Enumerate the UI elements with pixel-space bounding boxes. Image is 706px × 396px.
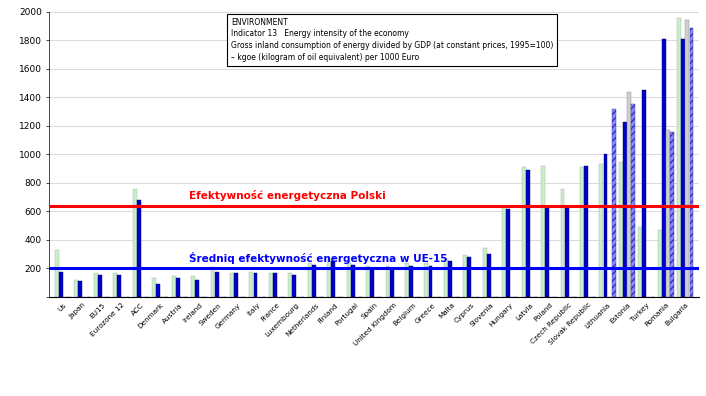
Bar xyxy=(191,276,195,297)
Bar xyxy=(351,265,354,297)
Bar xyxy=(215,272,219,297)
Bar xyxy=(230,273,234,297)
Bar xyxy=(502,206,506,297)
Bar xyxy=(366,267,370,297)
Bar xyxy=(312,265,316,297)
Bar xyxy=(463,255,467,297)
Bar xyxy=(133,188,137,297)
Bar xyxy=(152,278,156,297)
Bar xyxy=(249,272,253,297)
Bar xyxy=(631,104,635,297)
Bar xyxy=(405,263,409,297)
Bar xyxy=(288,274,292,297)
Bar xyxy=(541,166,545,297)
Bar xyxy=(642,90,646,297)
Bar xyxy=(584,166,588,297)
Bar xyxy=(522,167,525,297)
Bar xyxy=(545,206,549,297)
Bar xyxy=(390,268,393,297)
Text: Średniq efektywność energetyczna w UE-15: Średniq efektywność energetyczna w UE-15 xyxy=(189,252,448,264)
Bar xyxy=(444,259,448,297)
Bar xyxy=(156,284,160,297)
Bar xyxy=(74,280,78,297)
Bar xyxy=(561,189,565,297)
Bar xyxy=(113,273,117,297)
Bar xyxy=(137,200,140,297)
Bar xyxy=(623,122,627,297)
Bar xyxy=(176,278,179,297)
Bar xyxy=(580,167,584,297)
Bar xyxy=(331,261,335,297)
Bar xyxy=(172,276,176,297)
Bar xyxy=(638,227,642,297)
Bar xyxy=(98,275,102,297)
Text: ENVIRONMENT
Indicator 13   Energy intensity of the economy
Gross inland consumpt: ENVIRONMENT Indicator 13 Energy intensit… xyxy=(232,17,554,62)
Bar xyxy=(677,17,681,297)
Bar xyxy=(467,257,472,297)
Bar xyxy=(670,131,674,297)
Bar xyxy=(604,154,607,297)
Bar xyxy=(666,130,670,297)
Bar xyxy=(658,230,662,297)
Bar xyxy=(55,250,59,297)
Bar xyxy=(627,92,631,297)
Bar xyxy=(409,267,413,297)
Bar xyxy=(483,248,486,297)
Bar xyxy=(370,268,374,297)
Bar xyxy=(619,162,623,297)
Bar xyxy=(253,273,258,297)
Bar xyxy=(681,39,686,297)
Bar xyxy=(385,267,390,297)
Bar xyxy=(506,209,510,297)
Bar xyxy=(210,267,215,297)
Bar xyxy=(347,263,351,297)
Bar xyxy=(611,109,616,297)
Bar xyxy=(308,263,311,297)
Bar xyxy=(690,28,693,297)
Bar xyxy=(487,254,491,297)
Bar xyxy=(94,273,97,297)
Bar xyxy=(78,281,83,297)
Bar xyxy=(424,263,429,297)
Bar xyxy=(599,164,604,297)
Bar xyxy=(662,39,666,297)
Bar xyxy=(526,170,530,297)
Bar xyxy=(327,259,331,297)
Bar xyxy=(686,21,689,297)
Text: Efektywność energetyczna Polski: Efektywność energetyczna Polski xyxy=(189,190,386,202)
Bar xyxy=(195,280,199,297)
Bar xyxy=(269,273,273,297)
Bar xyxy=(59,272,63,297)
Bar xyxy=(117,275,121,297)
Bar xyxy=(273,274,277,297)
Bar xyxy=(234,274,238,297)
Bar xyxy=(292,275,297,297)
Bar xyxy=(429,266,432,297)
Bar xyxy=(448,261,452,297)
Bar xyxy=(565,207,568,297)
